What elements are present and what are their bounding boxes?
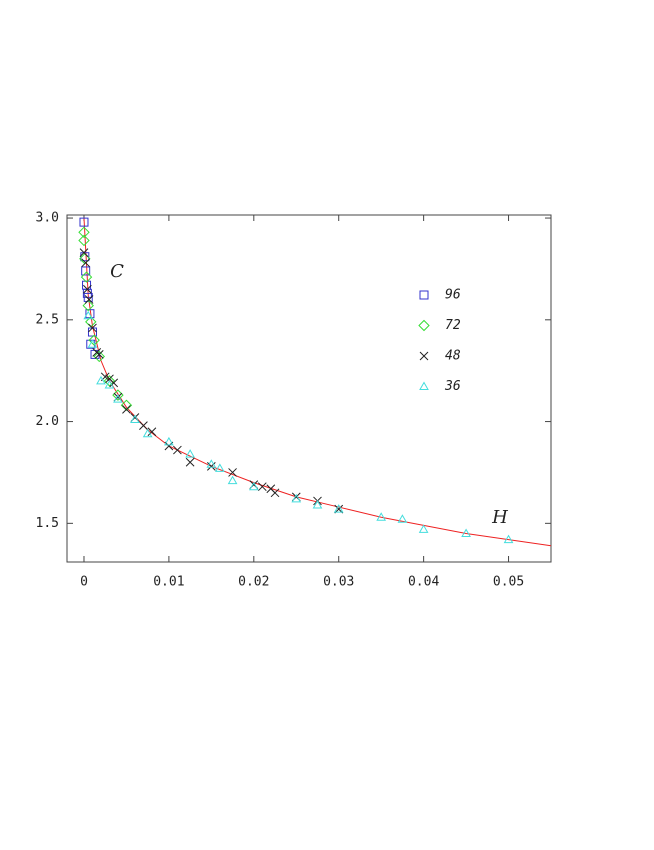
marker-cross	[94, 350, 104, 359]
marker-diamond	[103, 375, 116, 387]
marker-cross	[88, 323, 97, 333]
marker-triangle	[227, 475, 238, 485]
x-tick-label: 0	[80, 575, 88, 590]
marker-diamond	[82, 299, 94, 312]
marker-cross	[173, 445, 182, 455]
marker-triangle	[185, 449, 195, 458]
marker-triangle	[397, 514, 408, 523]
marker-diamond	[80, 271, 93, 283]
plot-frame	[66, 214, 552, 563]
marker-cross	[122, 405, 131, 414]
marker-cross	[419, 351, 429, 361]
marker-cross	[83, 284, 92, 294]
marker-cross	[109, 378, 119, 388]
legend-label: 36	[444, 379, 461, 394]
marker-triangle	[164, 436, 174, 446]
marker-triangle	[291, 493, 302, 503]
marker-cross	[257, 482, 267, 492]
marker-diamond	[418, 319, 430, 332]
marker-diamond	[120, 399, 133, 411]
x-tick-label: 0.01	[153, 575, 184, 590]
marker-diamond	[78, 234, 90, 247]
marker-triangle	[419, 381, 429, 390]
marker-cross	[81, 258, 91, 268]
marker-square	[81, 266, 91, 276]
marker-triangle	[130, 414, 140, 424]
x-axis-label: H	[491, 507, 508, 528]
x-tick-label: 0.03	[323, 575, 354, 590]
legend-label: 96	[445, 288, 461, 303]
marker-triangle	[142, 428, 153, 438]
marker-triangle	[461, 528, 471, 538]
marker-triangle	[248, 481, 259, 491]
y-tick-label: 1.5	[36, 516, 59, 531]
legend-label: 48	[445, 349, 461, 364]
y-axis-label: C	[110, 261, 124, 282]
marker-cross	[228, 468, 237, 477]
marker-triangle	[214, 463, 225, 472]
marker-triangle	[312, 500, 323, 509]
marker-triangle	[206, 459, 217, 468]
marker-cross	[147, 427, 157, 437]
marker-square	[79, 217, 89, 227]
marker-square	[83, 292, 93, 302]
legend-label: 72	[445, 318, 461, 333]
marker-triangle	[418, 524, 429, 533]
marker-cross	[185, 457, 195, 467]
marker-triangle	[104, 379, 115, 389]
x-tick-label: 0.02	[238, 575, 269, 590]
marker-cross	[79, 248, 89, 258]
x-tick-label: 0.05	[493, 575, 524, 590]
marker-triangle	[333, 504, 344, 513]
marker-square	[80, 252, 90, 262]
marker-triangle	[83, 310, 94, 320]
y-tick-label: 3.0	[36, 211, 59, 226]
marker-triangle	[96, 375, 106, 385]
marker-square	[419, 290, 429, 300]
marker-cross	[84, 295, 94, 304]
x-tick-label: 0.04	[408, 575, 439, 590]
marker-triangle	[87, 339, 98, 348]
marker-triangle	[113, 394, 123, 403]
marker-square	[87, 327, 97, 337]
marker-diamond	[78, 226, 90, 239]
marker-cross	[139, 421, 148, 430]
marker-cross	[206, 461, 216, 471]
fit-curve	[83, 218, 552, 547]
y-tick-label: 2.0	[36, 414, 59, 429]
marker-triangle	[503, 534, 514, 544]
y-tick-label: 2.5	[36, 312, 59, 327]
marker-diamond	[88, 334, 100, 346]
marker-triangle	[376, 512, 387, 521]
marker-diamond	[93, 350, 105, 363]
marker-cross	[270, 488, 280, 498]
